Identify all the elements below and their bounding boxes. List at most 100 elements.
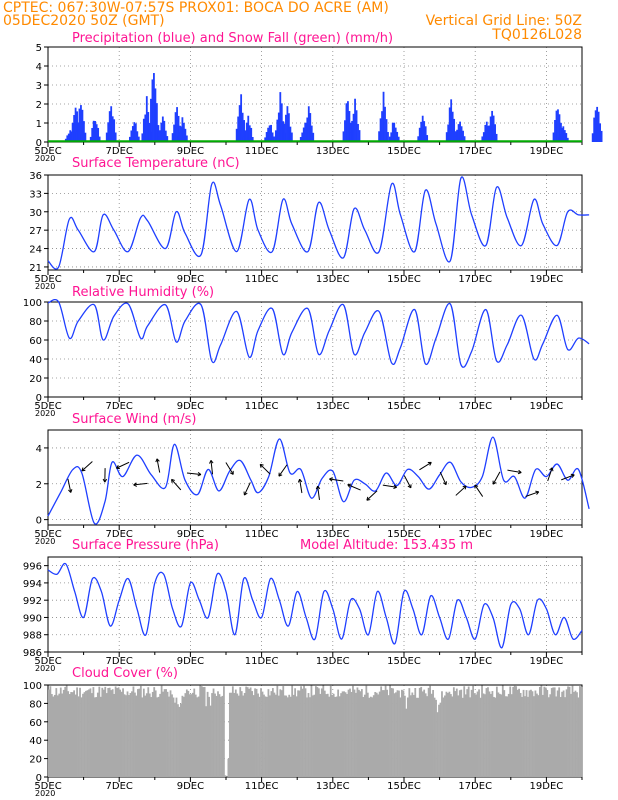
precip-bar (304, 122, 307, 142)
precip-bar (552, 132, 555, 142)
cloud-bar (473, 693, 476, 777)
cloud-bar (522, 689, 525, 777)
panel-5: 0 20 40 60 80 100 5DEC 7DEC 9DEC 11DEC 13DEC 15DEC 1… (23, 681, 583, 798)
precip-bar (307, 106, 310, 142)
cloud-bar (282, 686, 285, 777)
precip-bar (250, 127, 253, 142)
cloud-bar (203, 686, 206, 777)
cloud-bar (48, 689, 50, 777)
cloud-bar (326, 693, 329, 777)
cloud-bar (159, 693, 162, 777)
precip-bar (286, 106, 289, 142)
cloud-bar (129, 693, 132, 777)
header-location: CPTEC: 067:30W-07:57S PROX01: BOCA DO AC… (3, 0, 389, 16)
x-tick-label: 5DEC (34, 781, 61, 792)
cloud-bar (246, 687, 249, 777)
cloud-bar (488, 691, 491, 777)
cloud-bar (323, 690, 326, 777)
cloud-bar (264, 696, 267, 777)
cloud-bar (398, 690, 400, 777)
cloud-bar (172, 697, 175, 777)
cloud-bar (568, 686, 571, 777)
cloud-bar (59, 687, 62, 777)
wind-arrow-shaft (225, 462, 234, 475)
x-tick-label: 11DEC (245, 656, 279, 667)
cloud-bar (145, 693, 148, 777)
precip-bar (241, 112, 244, 142)
panel-4: 986 988 990 992 994 996 5DEC 7DEC 9DEC 11DEC 13DEC… (23, 556, 583, 673)
precip-bar (421, 115, 424, 142)
cloud-bar (166, 691, 169, 777)
cloud-bar (390, 688, 393, 777)
cloud-bar (105, 693, 108, 777)
y-tick-label: 988 (23, 631, 42, 642)
cloud-bar (386, 689, 388, 777)
cloud-bar (157, 696, 160, 777)
cloud-bar (285, 695, 288, 777)
precip-bar (282, 121, 285, 142)
cloud-bar (512, 687, 515, 777)
wind-title: Surface Wind (m/s) (72, 412, 196, 427)
precip-bar (248, 125, 251, 142)
precip-bar (91, 128, 94, 142)
series-line (47, 562, 583, 649)
cloud-bar (341, 691, 344, 777)
cloud-bar (340, 693, 342, 777)
wind-arrow-shaft (366, 490, 378, 501)
precip-bar (420, 121, 423, 142)
cloud-bar (325, 694, 328, 777)
cloud-bar (178, 706, 181, 777)
wind-arrow-head (116, 465, 120, 470)
x-tick-label: 13DEC (316, 274, 350, 285)
cloud-bar (267, 689, 270, 777)
cloud-bar (277, 695, 280, 777)
cloud-bar (134, 692, 136, 777)
cloud-bar (74, 694, 77, 777)
precip-bar (566, 137, 569, 142)
cloud-bar (402, 690, 405, 777)
precip-bar (145, 96, 148, 142)
wind-arrow-shaft (455, 485, 467, 496)
y-tick-label: 3 (36, 81, 42, 92)
cloud-bar (298, 690, 301, 777)
precip-bar (177, 115, 180, 142)
panel-frame (47, 429, 583, 526)
cloud-bar (519, 692, 522, 777)
wind-arrow-shaft (259, 463, 271, 475)
wind-arrow-shaft (133, 482, 148, 486)
precip-bar (148, 122, 151, 142)
precip-bar (113, 119, 116, 142)
cloud-bar (280, 690, 283, 777)
precip-bar (171, 133, 174, 142)
header-run-date: 05DEC2020 50Z (GMT) (3, 13, 165, 29)
year-label: 2020 (35, 789, 55, 798)
precip-bar (251, 136, 254, 142)
cloud-bar (463, 686, 466, 777)
cloud-bar (190, 694, 193, 777)
precip-bar (185, 135, 188, 142)
x-tick-label: 19DEC (530, 656, 564, 667)
precip-bar (114, 132, 117, 142)
wind-arrow-head (517, 469, 522, 475)
cloud-bar (316, 687, 319, 777)
precip-bar (396, 131, 399, 142)
x-tick-label: 15DEC (387, 781, 421, 792)
x-tick-label: 19DEC (530, 401, 564, 412)
cloud-bar (193, 688, 196, 777)
precip-bar (290, 132, 293, 142)
cloud-bar (546, 690, 549, 777)
precip-bar (134, 123, 137, 142)
wind-arrow-shaft (547, 467, 553, 482)
cloud-bar (56, 695, 59, 777)
precip-bar (486, 132, 489, 142)
cloud-bar (516, 689, 519, 777)
cloud-bar (160, 685, 163, 777)
cloud-bar (188, 694, 191, 777)
precip-bar (151, 79, 154, 142)
cloud-bar (555, 696, 558, 777)
cloud-bar (234, 689, 237, 777)
precip-bar (97, 127, 100, 142)
panel-0: 0 1 2 3 4 5 5DEC 7DEC 9DEC 11DEC 13DEC 15DEC 17DEC 19… (34, 43, 603, 163)
precip-bar (312, 132, 315, 142)
precip-bar (154, 88, 157, 142)
